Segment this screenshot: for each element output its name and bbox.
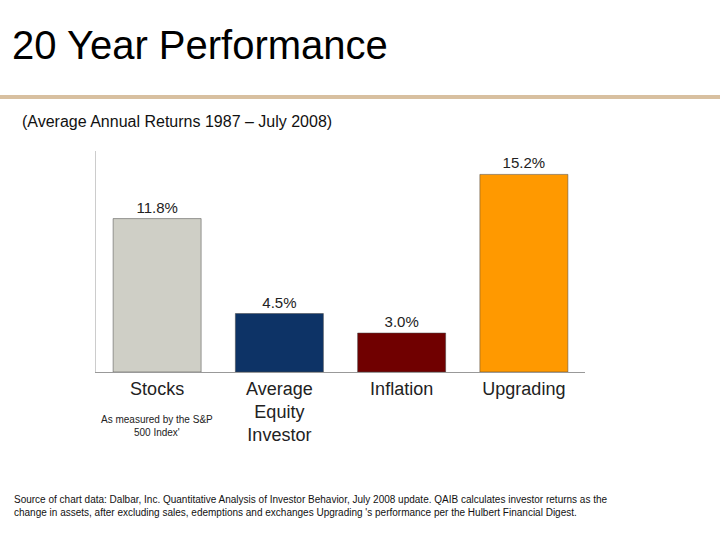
svg-text:20 Year Performance: 20 Year Performance xyxy=(12,23,388,67)
svg-text:Stocks: Stocks xyxy=(130,379,184,399)
svg-text:Upgrading: Upgrading xyxy=(482,379,565,399)
svg-text:4.5%: 4.5% xyxy=(262,294,296,311)
svg-text:Source of chart data: Dalbar,: Source of chart data: Dalbar, Inc. Quant… xyxy=(14,494,608,518)
svg-text:AverageEquityInvestor: AverageEquityInvestor xyxy=(246,379,313,446)
svg-text:(Average Annual Returns 1987 –: (Average Annual Returns 1987 – July 2008… xyxy=(22,113,332,130)
svg-text:As measured by the S&P500 Inde: As measured by the S&P500 Index' xyxy=(101,414,213,438)
svg-text:3.0%: 3.0% xyxy=(385,313,419,330)
svg-text:15.2%: 15.2% xyxy=(503,154,546,171)
svg-text:Inflation: Inflation xyxy=(370,379,433,399)
svg-text:11.8%: 11.8% xyxy=(136,199,177,216)
